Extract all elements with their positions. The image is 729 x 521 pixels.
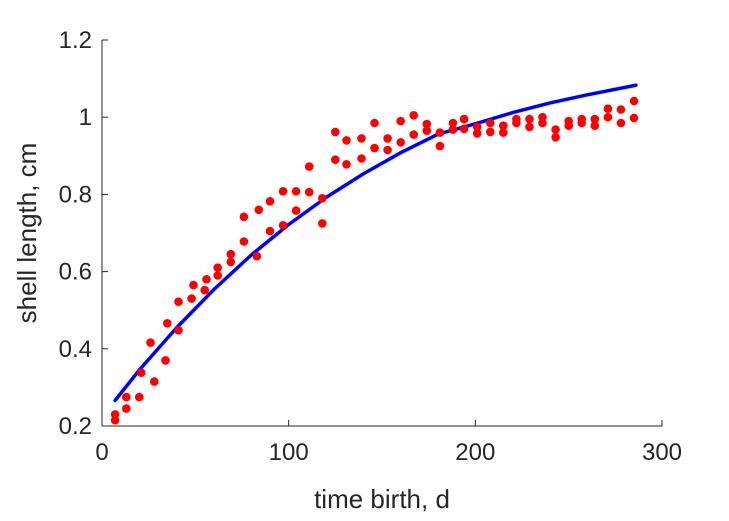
data-point [331, 127, 340, 137]
y-tick-label: 0.8 [59, 181, 92, 208]
x-tick-label: 100 [269, 439, 309, 466]
data-point [239, 237, 249, 246]
data-point [486, 127, 495, 137]
data-point [342, 160, 351, 169]
y-axis-label: shell length, cm [12, 143, 42, 324]
data-point [226, 257, 236, 267]
data-point [396, 138, 406, 147]
data-point [304, 187, 314, 197]
data-point [291, 187, 301, 196]
data-point [318, 219, 327, 228]
data-point [226, 249, 236, 259]
data-point [383, 145, 392, 155]
data-point [252, 251, 262, 261]
data-point [213, 271, 222, 280]
data-point [278, 187, 288, 196]
data-point [590, 114, 600, 124]
data-point [499, 128, 508, 137]
data-point [187, 294, 196, 303]
data-point [409, 130, 419, 139]
data-point [146, 338, 155, 347]
axes [101, 40, 662, 427]
y-tick-label: 1.2 [59, 27, 92, 54]
data-point [459, 124, 469, 134]
data-point [590, 121, 600, 130]
y-tick-label: 0.2 [59, 413, 92, 440]
data-point [161, 356, 170, 365]
data-point [472, 129, 482, 138]
data-point [551, 133, 560, 142]
data-point [564, 116, 573, 126]
data-point [499, 121, 508, 130]
data-point [189, 280, 198, 290]
y-tick-label: 0.4 [59, 336, 92, 363]
data-point [291, 206, 301, 215]
data-point [459, 114, 469, 124]
data-point [603, 104, 613, 113]
data-point [616, 118, 626, 128]
data-point [370, 118, 379, 128]
data-point [486, 118, 495, 128]
data-point [254, 205, 264, 215]
x-tick-labels: 0 100 200 300 [95, 439, 682, 466]
data-point [472, 122, 482, 132]
data-point [265, 197, 275, 206]
data-point [435, 128, 445, 137]
x-tick-label: 0 [95, 439, 108, 466]
data-point [448, 118, 458, 128]
data-point [435, 141, 445, 151]
data-point [370, 143, 379, 153]
data-point [448, 125, 458, 134]
data-point [616, 105, 626, 114]
data-point [278, 221, 288, 230]
data-point [150, 377, 159, 386]
data-point [122, 392, 131, 402]
data-point [110, 410, 120, 419]
data-point [163, 319, 172, 328]
data-point [383, 134, 392, 143]
data-point [525, 122, 534, 132]
data-points [110, 96, 639, 425]
data-point [135, 392, 144, 402]
data-point [422, 126, 432, 135]
data-point [136, 368, 146, 378]
data-point [577, 114, 586, 124]
data-point [213, 263, 222, 273]
data-point [538, 112, 547, 122]
data-point [200, 285, 209, 295]
data-point [629, 96, 639, 106]
data-point [202, 275, 211, 284]
tick-marks [101, 39, 663, 427]
y-tick-label: 0.6 [59, 259, 92, 286]
data-point [122, 404, 131, 413]
data-point [357, 154, 366, 163]
data-point [304, 162, 314, 171]
data-point [603, 112, 613, 122]
x-axis-label: time birth, d [314, 484, 450, 514]
data-point [174, 297, 183, 307]
y-tick-label: 1 [79, 104, 92, 131]
data-point [357, 134, 366, 143]
data-point [422, 119, 432, 129]
data-point [512, 114, 521, 124]
data-point [409, 111, 419, 120]
data-point [396, 116, 406, 126]
data-point [629, 113, 639, 123]
data-point [239, 212, 249, 222]
y-tick-labels: 0.2 0.4 0.6 0.8 1 1.2 [59, 27, 92, 440]
data-point [318, 194, 327, 203]
data-point [174, 326, 183, 335]
data-point [525, 114, 534, 124]
fit-curve-line [113, 83, 638, 403]
fit-line-layer [113, 83, 638, 403]
data-point [331, 155, 340, 164]
data-point [342, 136, 351, 145]
x-tick-label: 300 [642, 439, 682, 466]
data-point [551, 125, 560, 134]
x-tick-label: 200 [455, 439, 495, 466]
data-point [265, 226, 275, 236]
